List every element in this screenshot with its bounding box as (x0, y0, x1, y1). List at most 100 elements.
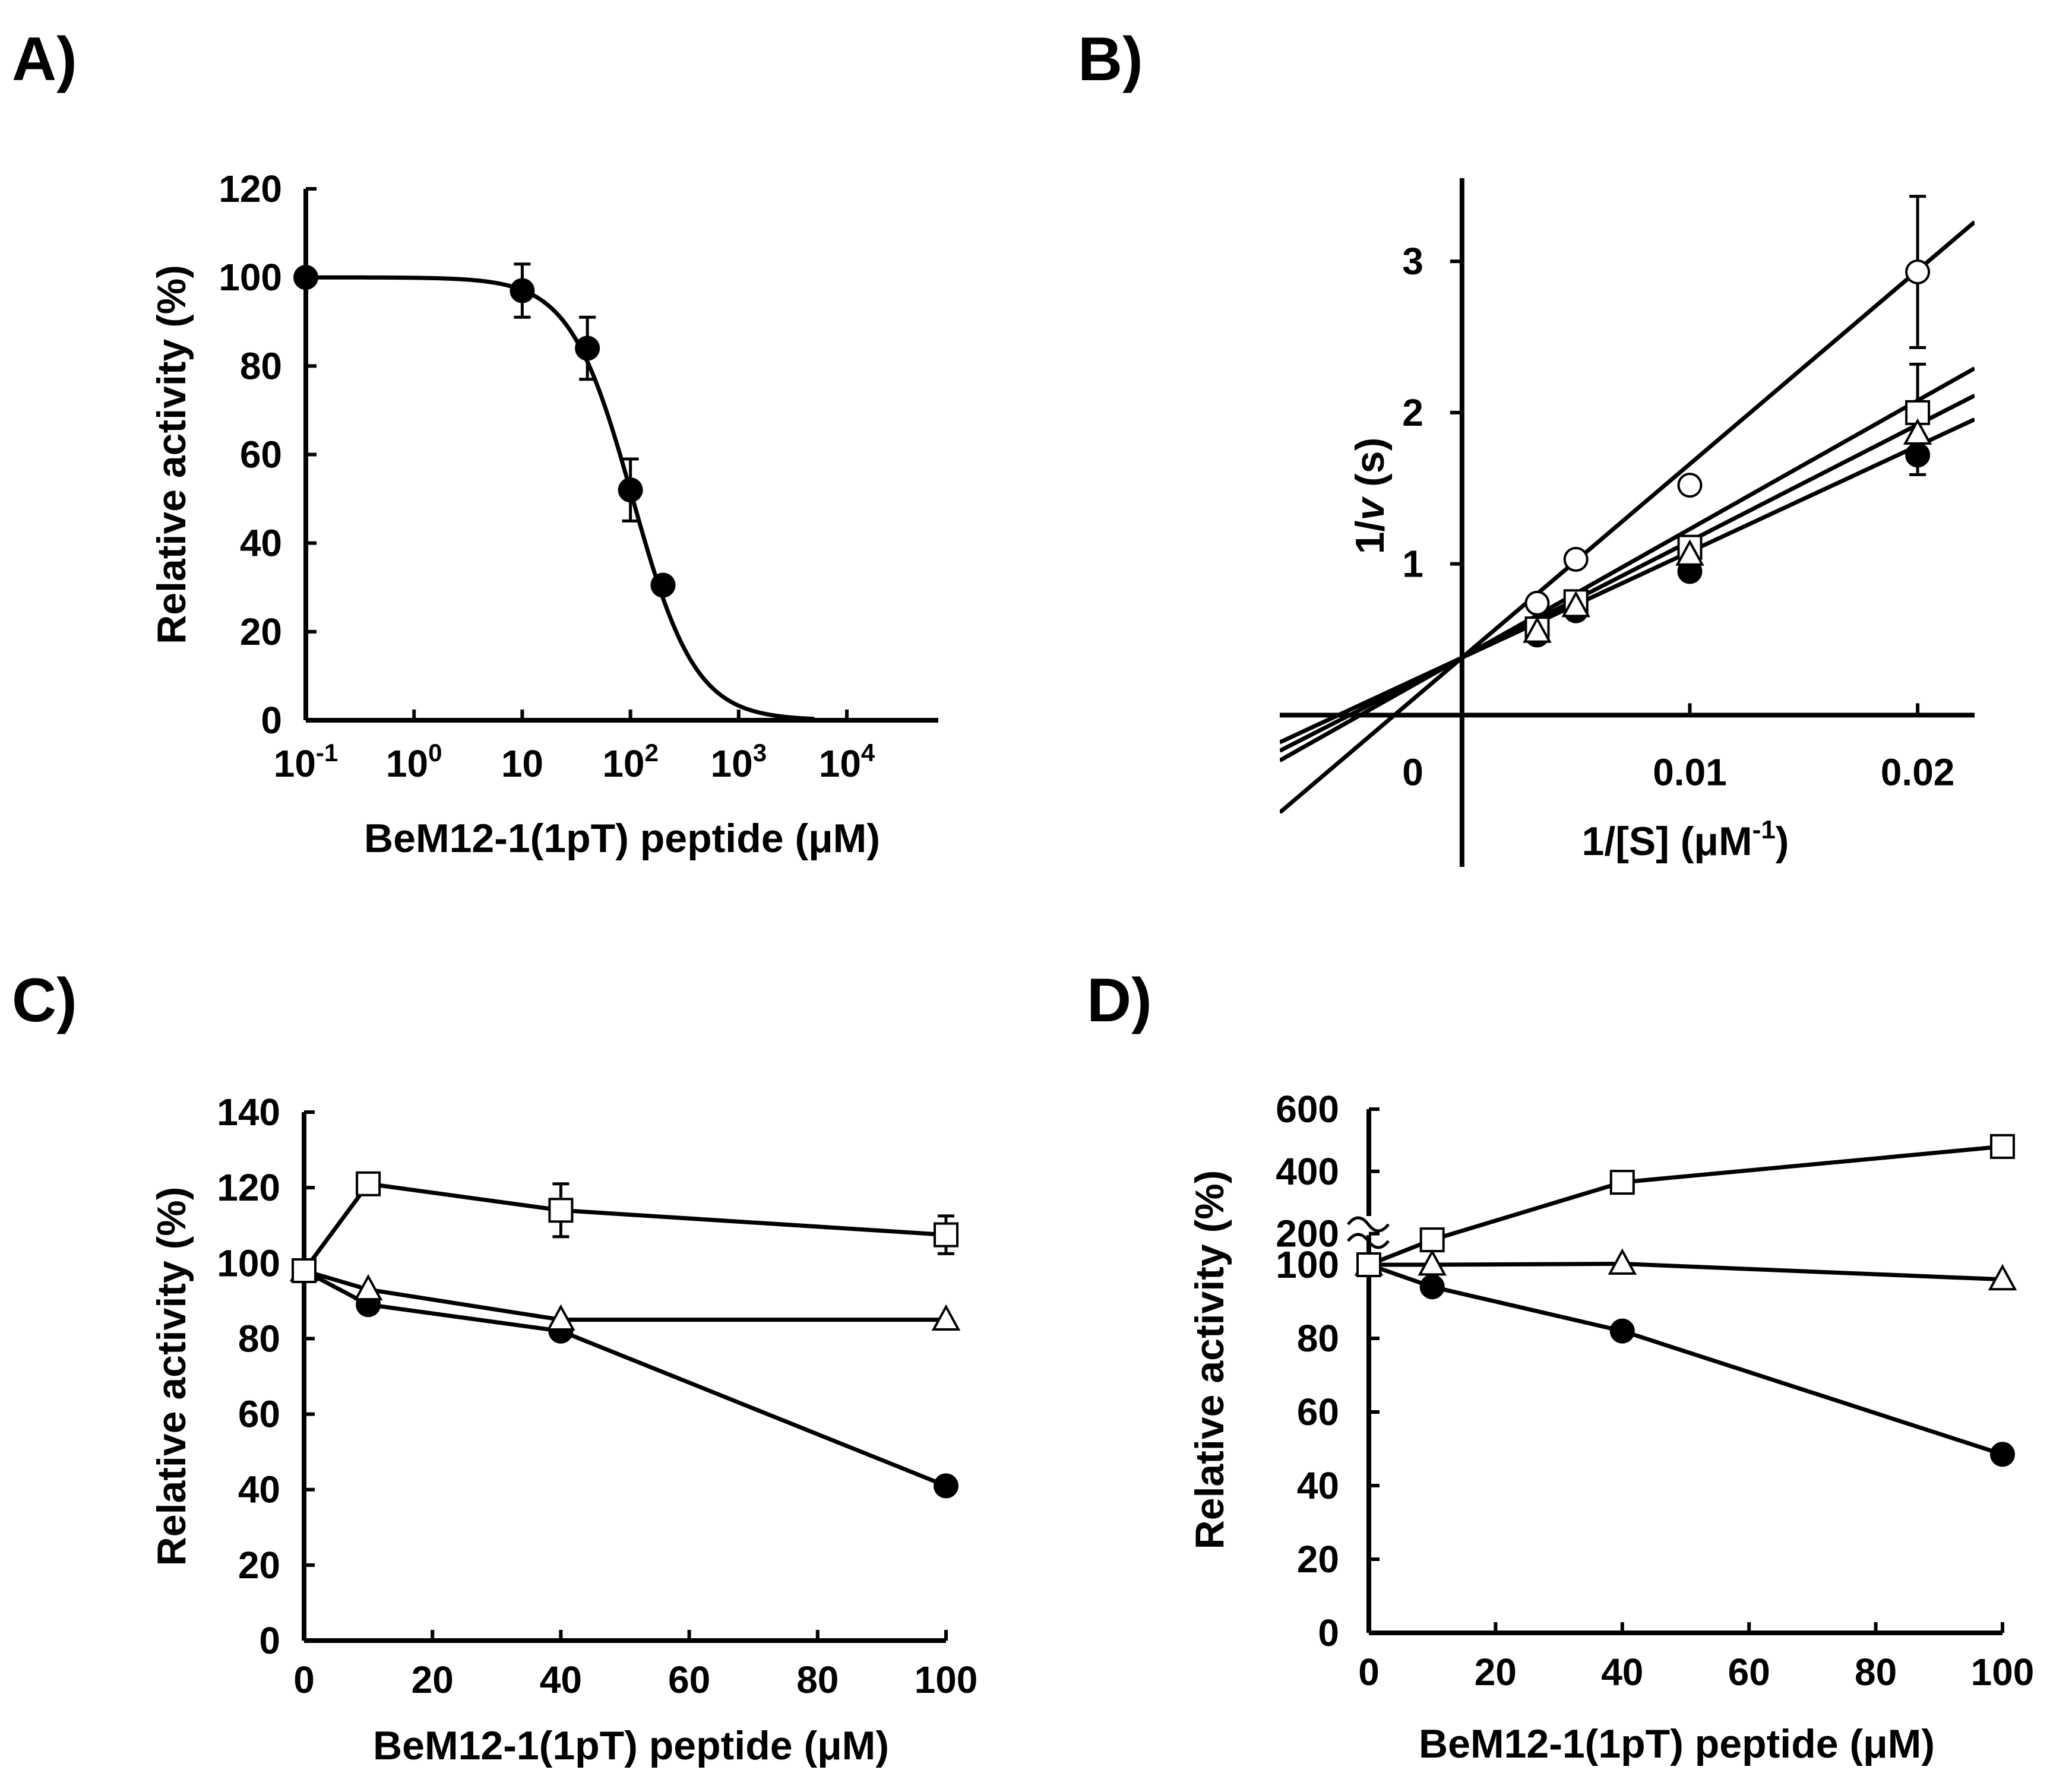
y-tick-label: 120 (217, 1166, 280, 1209)
fit-line (1280, 417, 1975, 745)
y-tick-label: 200 (1276, 1212, 1339, 1255)
data-point (931, 1304, 961, 1331)
panel-label: A) (12, 25, 77, 94)
fit-line (1280, 220, 1975, 813)
panel-label: C) (12, 966, 77, 1035)
fit-line (1280, 366, 1975, 762)
data-point (292, 1258, 317, 1283)
y-axis-label: Relative activity (%) (149, 1187, 194, 1566)
y-tick-label: 60 (1297, 1391, 1339, 1433)
data-point (1418, 1249, 1447, 1276)
data-point (546, 1304, 575, 1331)
x-axis-label: BeM12-1(1pT) peptide (μM) (373, 1723, 889, 1768)
y-tick-label: 1 (1402, 543, 1423, 585)
series-line (1369, 1261, 2003, 1282)
data-point (1990, 1442, 2015, 1467)
data-point (1988, 1264, 2017, 1291)
fit-line (1280, 394, 1975, 753)
data-point (1609, 1170, 1635, 1195)
data-point (934, 1473, 958, 1499)
data-point (1356, 1252, 1381, 1277)
y-tick-label: 0 (1318, 1611, 1339, 1654)
data-point (1561, 590, 1590, 618)
x-tick-label: 40 (540, 1658, 582, 1701)
data-point (1905, 259, 1931, 284)
x-tick-label: 10-1 (274, 739, 338, 785)
data-point (1523, 616, 1552, 643)
y-tick-label: 100 (219, 256, 282, 299)
y-axis-label: Relative activity (%) (1187, 1170, 1232, 1550)
x-tick-label: 102 (602, 739, 659, 785)
series-line (1368, 1262, 2004, 1457)
data-point (548, 1198, 574, 1223)
y-tick-label: 120 (219, 167, 282, 210)
panel-label: D) (1087, 966, 1152, 1035)
y-tick-label: 60 (240, 433, 282, 476)
x-tick-label: 20 (412, 1658, 454, 1701)
data-point (1903, 418, 1932, 445)
x-tick-label: 103 (711, 739, 767, 785)
data-point (1609, 1318, 1635, 1344)
y-tick-label: 600 (1276, 1088, 1339, 1131)
x-tick-label: 60 (668, 1658, 710, 1701)
y-tick-label: 60 (238, 1393, 280, 1436)
axis-break-mark (1347, 1216, 1390, 1249)
y-tick-label: 80 (1297, 1317, 1339, 1360)
panel-label: B) (1078, 25, 1143, 94)
y-axis-label: Relative activity (%) (149, 265, 194, 644)
data-point (575, 335, 600, 361)
x-tick-label: 100 (386, 739, 442, 785)
data-point (1675, 539, 1704, 566)
y-tick-label: 400 (1276, 1150, 1339, 1193)
y-tick-label: 80 (240, 344, 282, 387)
data-point (1608, 1248, 1637, 1275)
data-point (353, 1274, 383, 1301)
x-axis-label: 1/[S] (μM-1) (1582, 815, 1789, 864)
x-tick-label: 20 (1475, 1651, 1517, 1693)
x-tick-label: 0.01 (1653, 751, 1727, 793)
y-tick-label: 40 (240, 522, 282, 565)
data-point (356, 1171, 381, 1196)
series-line (1368, 1144, 2003, 1267)
x-tick-label: 60 (1728, 1651, 1770, 1693)
data-point (1419, 1227, 1445, 1253)
x-tick-label: 80 (796, 1658, 839, 1701)
data-point (1563, 547, 1589, 572)
series-line (303, 1268, 947, 1488)
y-tick-label: 2 (1402, 391, 1423, 434)
y-axis-label: 1/v (s) (1347, 438, 1393, 555)
x-tick-label: 100 (915, 1658, 978, 1701)
y-tick-label: 80 (238, 1317, 280, 1360)
fit-curve (305, 275, 815, 721)
y-tick-label: 140 (217, 1091, 280, 1134)
data-point (1677, 473, 1703, 498)
y-tick-label: 20 (240, 610, 282, 653)
y-tick-label: 0 (261, 699, 282, 742)
y-tick-label: 40 (238, 1468, 280, 1511)
y-tick-label: 0 (259, 1619, 280, 1662)
data-point (1990, 1134, 2015, 1159)
data-point (510, 278, 535, 303)
origin-label: 0 (1402, 751, 1423, 793)
data-point (618, 477, 643, 503)
x-tick-label: 0 (1358, 1651, 1380, 1693)
data-point (293, 265, 318, 290)
y-tick-label: 3 (1402, 240, 1423, 283)
x-tick-label: 10 (501, 742, 543, 785)
y-tick-label: 100 (1276, 1243, 1339, 1286)
data-point (650, 572, 676, 598)
x-tick-label: 104 (819, 739, 875, 785)
x-axis-label: BeM12-1(1pT) peptide (μM) (364, 816, 880, 861)
y-tick-label: 20 (1297, 1538, 1339, 1581)
series-line (302, 1182, 947, 1272)
x-tick-label: 0.02 (1881, 751, 1955, 793)
data-point (934, 1222, 958, 1248)
x-tick-label: 80 (1855, 1651, 1897, 1693)
y-tick-label: 40 (1297, 1464, 1339, 1507)
x-tick-label: 100 (1971, 1651, 2035, 1693)
data-point (1419, 1274, 1445, 1300)
series-line (303, 1268, 946, 1322)
data-point (1524, 590, 1550, 616)
y-tick-label: 100 (217, 1242, 280, 1284)
